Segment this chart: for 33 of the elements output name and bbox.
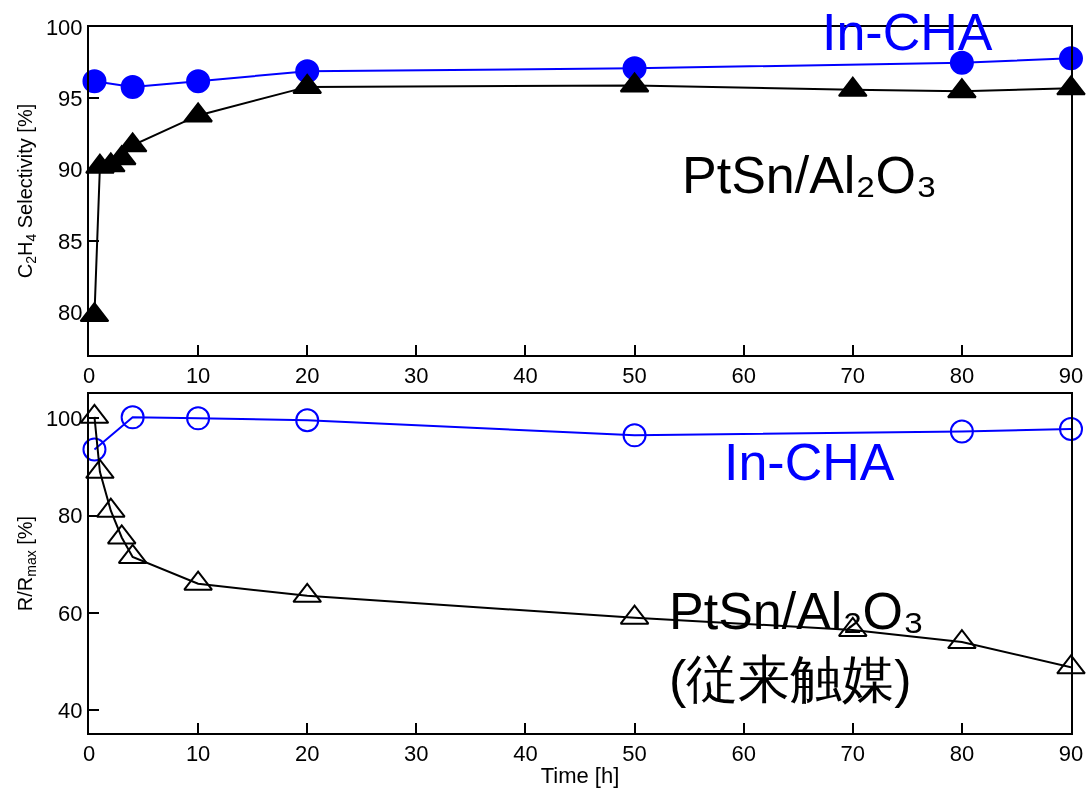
x-axis-title: Time [h] [540, 762, 620, 788]
x-tick-label: 30 [404, 741, 429, 767]
x-tick-label: 20 [294, 363, 320, 389]
x-tick-label: 80 [949, 363, 975, 389]
x-tick-label: 10 [185, 363, 211, 389]
x-tick-label: 60 [731, 741, 756, 767]
x-tick-label: 0 [82, 363, 96, 389]
y-tick-label: 40 [58, 697, 83, 723]
y-tick-label: 100 [45, 406, 83, 432]
x-tick-label: 50 [622, 741, 647, 767]
y-tick-label: 85 [58, 228, 83, 254]
y-tick-label: 100 [45, 14, 83, 40]
y-tick-label: 90 [58, 157, 83, 183]
x-tick-label: 50 [622, 363, 647, 389]
series-label: PtSn/Al₂O₃ (従来触媒) [669, 582, 925, 708]
x-tick-label: 90 [1058, 741, 1084, 767]
x-tick-label: 0 [82, 741, 96, 767]
x-tick-label: 60 [731, 363, 756, 389]
x-tick-label: 70 [840, 741, 866, 767]
x-tick-label: 10 [185, 741, 211, 767]
series-label: In-CHA [724, 433, 895, 491]
y-tick-label: 80 [58, 503, 83, 529]
x-tick-label: 30 [404, 363, 429, 389]
series-label: PtSn/Al₂O₃ [682, 146, 938, 204]
x-tick-label: 80 [949, 741, 975, 767]
y-tick-label: 60 [58, 600, 83, 626]
x-tick-label: 40 [513, 741, 538, 767]
x-tick-label: 20 [294, 741, 320, 767]
x-tick-label: 40 [513, 363, 538, 389]
y-tick-label: 95 [58, 86, 83, 111]
y-tick-label: 80 [58, 299, 83, 325]
x-tick-label: 70 [840, 363, 866, 389]
x-tick-label: 90 [1058, 363, 1084, 389]
